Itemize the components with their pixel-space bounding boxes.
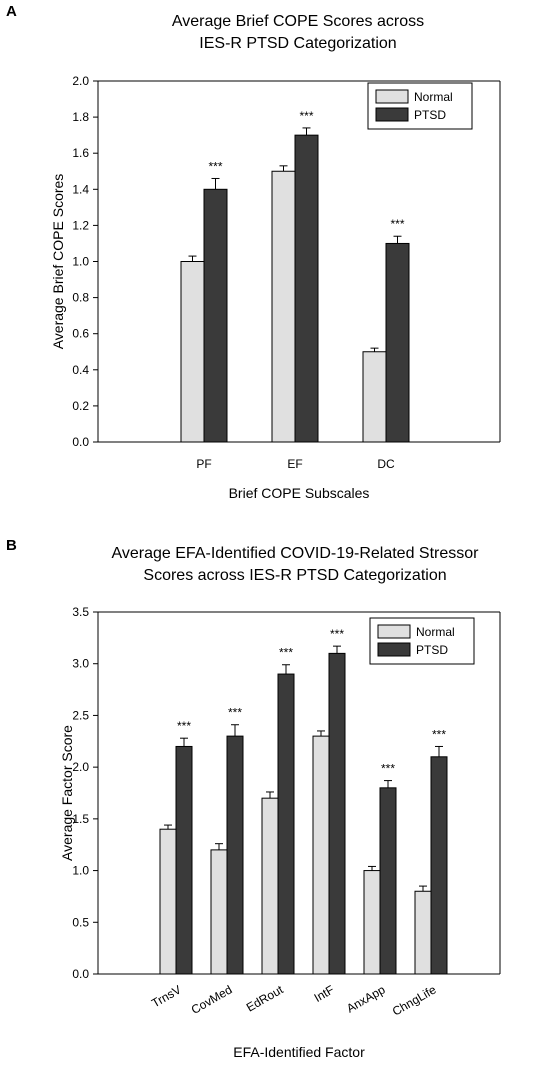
legend-swatch-normal bbox=[377, 624, 411, 639]
bar-ptsd-covmed bbox=[226, 735, 244, 975]
y-axis-label: Average Factor Score bbox=[59, 725, 75, 861]
legend-swatch-ptsd bbox=[377, 642, 411, 657]
y-tick-label: 3.5 bbox=[72, 605, 89, 619]
x-tick-label: IntF bbox=[312, 982, 337, 1004]
bar-normal-covmed bbox=[210, 849, 228, 975]
y-tick-label: 1.2 bbox=[72, 218, 89, 232]
bar-normal-dc bbox=[362, 351, 387, 443]
significance-label: *** bbox=[299, 109, 313, 123]
y-axis-label: Average Brief COPE Scores bbox=[50, 174, 66, 350]
bar-normal-trnsv bbox=[159, 828, 177, 975]
y-tick-label: 0.5 bbox=[72, 915, 89, 929]
chart-title-line: IES-R PTSD Categorization bbox=[199, 35, 396, 52]
bar-normal-edrout bbox=[261, 797, 279, 975]
y-tick-label: 1.8 bbox=[72, 110, 89, 124]
significance-label: *** bbox=[208, 159, 222, 173]
significance-label: *** bbox=[390, 217, 404, 231]
x-tick-label: ChngLife bbox=[390, 982, 439, 1018]
x-tick-label: DC bbox=[377, 457, 395, 471]
y-tick-label: 1.0 bbox=[72, 864, 89, 878]
bar-ptsd-anxapp bbox=[379, 787, 397, 975]
y-tick-label: 0.2 bbox=[72, 399, 89, 413]
bar-normal-intf bbox=[312, 735, 330, 975]
bar-ptsd-trnsv bbox=[175, 745, 193, 975]
legend-label-ptsd: PTSD bbox=[416, 643, 448, 657]
bar-ptsd-pf bbox=[203, 188, 228, 443]
y-tick-label: 2.5 bbox=[72, 708, 89, 722]
y-tick-label: 1.5 bbox=[72, 812, 89, 826]
significance-label: *** bbox=[228, 706, 242, 720]
bar-normal-ef bbox=[271, 170, 296, 443]
chart-panel-b: B Average EFA-Identified COVID-19-Related… bbox=[0, 530, 536, 1067]
legend-swatch-ptsd bbox=[375, 107, 409, 122]
y-tick-label: 0.8 bbox=[72, 291, 89, 305]
bar-ptsd-intf bbox=[328, 652, 346, 975]
bar-ptsd-chnglife bbox=[430, 756, 448, 975]
x-tick-label: TrnsV bbox=[149, 982, 183, 1010]
chart-panel-a: A Average Brief COPE Scores across IES-R P… bbox=[0, 0, 536, 520]
x-tick-label: EdRout bbox=[244, 982, 286, 1014]
y-tick-label: 1.6 bbox=[72, 146, 89, 160]
y-tick-label: 1.4 bbox=[72, 182, 89, 196]
y-tick-label: 0.4 bbox=[72, 363, 89, 377]
panel-label: A bbox=[6, 3, 17, 20]
panel-label: B bbox=[6, 537, 17, 554]
x-axis-label: Brief COPE Subscales bbox=[229, 485, 370, 501]
y-tick-label: 1.0 bbox=[72, 255, 89, 269]
legend-label-normal: Normal bbox=[416, 625, 455, 639]
bar-ptsd-edrout bbox=[277, 673, 295, 975]
y-tick-label: 3.0 bbox=[72, 657, 89, 671]
bar-ptsd-ef bbox=[294, 134, 319, 443]
y-tick-label: 2.0 bbox=[72, 74, 89, 88]
significance-label: *** bbox=[177, 719, 191, 733]
chart-title-line: Average Brief COPE Scores across bbox=[172, 13, 424, 30]
bar-ptsd-dc bbox=[385, 242, 410, 443]
x-tick-label: PF bbox=[196, 457, 211, 471]
chart-b-svg: B Average EFA-Identified COVID-19-Related… bbox=[6, 537, 501, 1060]
y-tick-label: 0.6 bbox=[72, 327, 89, 341]
bar-normal-chnglife bbox=[414, 890, 432, 975]
x-tick-label: CovMed bbox=[189, 982, 235, 1016]
legend-label-normal: Normal bbox=[414, 90, 453, 104]
chart-title-line: Scores across IES-R PTSD Categorization bbox=[143, 567, 446, 584]
x-tick-label: EF bbox=[287, 457, 302, 471]
significance-label: *** bbox=[432, 727, 446, 741]
significance-label: *** bbox=[330, 627, 344, 641]
legend-label-ptsd: PTSD bbox=[414, 108, 446, 122]
y-tick-label: 0.0 bbox=[72, 967, 89, 981]
significance-label: *** bbox=[279, 646, 293, 660]
y-tick-label: 0.0 bbox=[72, 435, 89, 449]
bar-normal-pf bbox=[180, 261, 205, 443]
chart-title-line: Average EFA-Identified COVID-19-Related … bbox=[112, 545, 480, 562]
legend-swatch-normal bbox=[375, 89, 409, 104]
y-tick-label: 2.0 bbox=[72, 760, 89, 774]
bar-normal-anxapp bbox=[363, 870, 381, 975]
significance-label: *** bbox=[381, 762, 395, 776]
x-axis-label: EFA-Identified Factor bbox=[233, 1044, 365, 1060]
x-tick-label: AnxApp bbox=[344, 982, 388, 1015]
chart-a-svg: A Average Brief COPE Scores across IES-R P… bbox=[6, 3, 501, 501]
